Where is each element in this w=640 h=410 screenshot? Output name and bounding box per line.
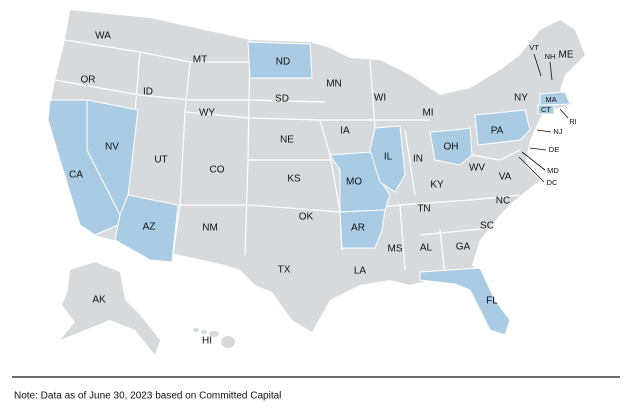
state-label: CA [69,170,83,181]
state-label: IL [384,152,393,163]
state-label: DE [549,145,559,154]
state-label: UT [154,155,167,166]
state-label: DC [547,178,558,187]
state-label: VA [499,172,512,183]
state-label: KY [430,180,444,191]
state-label: KS [287,174,301,185]
state-label: NC [496,196,510,207]
state-label: CO [210,165,225,176]
state-label: TN [417,204,430,215]
state-label: AL [420,243,433,254]
state-labels: WA OR CA NV ID MT WY UT AZ CO NM ND SD NE KS OK TX MN IA MO… [69,31,577,347]
state-label: ID [143,87,153,98]
state-label: MS [388,244,403,255]
state-highlight [537,104,555,115]
state-label: FL [486,296,498,307]
note: Note: Data as of June 30, 2023 based on … [14,391,281,402]
state-highlight [474,109,531,146]
state-label: OK [299,212,314,223]
state-label: VT [529,43,539,52]
state-label: OR [81,75,96,86]
alaska-shape [60,262,160,355]
us-outline [48,10,585,335]
leader-line [559,108,569,119]
state-label: AK [92,295,106,306]
state-highlight [429,127,473,166]
state-label: AZ [143,222,156,233]
state-label: GA [456,242,471,253]
state-label: NJ [553,127,562,136]
state-label: CT [541,105,551,114]
state-label: MI [422,108,433,119]
state-label: OH [444,142,459,153]
state-label: MD [547,166,559,175]
leader-line [521,151,546,171]
leader-line [549,61,553,81]
state-label: IA [340,126,350,137]
leader-line [529,147,547,151]
state-highlight [369,125,406,193]
state-label: PA [491,126,504,137]
state-label: AR [351,223,365,234]
state-label: TX [278,265,291,276]
state-label: WV [469,163,485,174]
state-label: WI [374,93,386,104]
leader-line [518,156,545,183]
state-label: MA [545,95,556,104]
state-highlight [114,194,179,263]
state-label: SD [275,94,289,105]
leader-line [533,53,542,77]
state-label: WY [199,108,215,119]
state-label: HI [202,336,212,347]
state-label: SC [480,221,494,232]
state-highlight [247,41,313,79]
state-label: MT [193,55,207,66]
leader-lines [518,53,569,183]
leader-line [536,129,552,133]
state-label: ME [559,50,574,61]
state-label: NM [202,223,218,234]
state-highlight [419,267,511,336]
state-label: ND [276,57,290,68]
state-label: NV [105,142,119,153]
state-label: MN [326,79,342,90]
state-label: MO [346,177,362,188]
state-label: NH [545,52,556,61]
state-label: NE [280,135,294,146]
land [48,10,585,355]
state-label: RI [569,117,577,126]
state-highlight [339,209,386,249]
hawaii-shape [193,328,235,348]
state-label: LA [354,266,367,277]
state-highlight [539,91,571,106]
state-label: WA [95,31,111,42]
highlights [47,41,571,336]
state-label: NY [514,93,528,104]
state-label: IN [413,154,423,165]
